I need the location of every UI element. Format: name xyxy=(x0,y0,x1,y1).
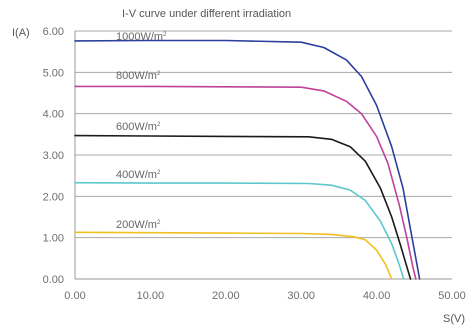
series-label: 200W/m2 xyxy=(116,219,161,231)
series-line xyxy=(74,39,421,280)
series-label-superscript: 2 xyxy=(157,170,161,176)
x-axis-label: S(V) xyxy=(443,313,465,325)
x-tick-label: 10.00 xyxy=(137,290,165,302)
curve-labels: 1000W/m2 800W/m2 600W/m2 400W/m2 200W/m2 xyxy=(116,31,167,231)
series-line xyxy=(74,134,412,280)
y-tick-label: 3.00 xyxy=(43,150,64,162)
x-tick-label: 0.00 xyxy=(64,290,85,302)
x-tick-label: 50.00 xyxy=(438,290,466,302)
series-label-superscript: 2 xyxy=(157,122,161,128)
series-line xyxy=(74,231,393,280)
y-tick-label: 4.00 xyxy=(43,109,64,121)
x-tick-label: 40.00 xyxy=(363,290,391,302)
series-line xyxy=(74,85,417,280)
x-tick-label: 20.00 xyxy=(212,290,240,302)
series-label: 400W/m2 xyxy=(116,169,161,181)
series-line xyxy=(74,181,405,280)
y-tick-label: 1.00 xyxy=(43,233,64,245)
y-tick-label: 6.00 xyxy=(43,26,64,38)
series-label-superscript: 2 xyxy=(157,220,161,226)
series-label-superscript: 2 xyxy=(163,32,167,38)
x-tick-labels: 0.00 10.00 20.00 30.00 40.00 50.00 xyxy=(64,290,465,302)
series-group xyxy=(74,39,421,280)
series-label-superscript: 2 xyxy=(157,71,161,77)
chart-title: I-V curve under different irradiation xyxy=(122,8,291,20)
y-tick-label: 2.00 xyxy=(43,191,64,203)
series-label: 600W/m2 xyxy=(116,121,161,133)
y-axis-label: I(A) xyxy=(12,27,30,39)
gridlines xyxy=(74,30,452,280)
series-label: 1000W/m2 xyxy=(116,31,167,43)
y-tick-label: 5.00 xyxy=(43,67,64,79)
y-tick-label: 0.00 xyxy=(43,274,64,286)
x-tick-label: 30.00 xyxy=(287,290,315,302)
series-label: 800W/m2 xyxy=(116,70,161,82)
y-tick-labels: 0.00 1.00 2.00 3.00 4.00 5.00 6.00 xyxy=(43,26,64,286)
